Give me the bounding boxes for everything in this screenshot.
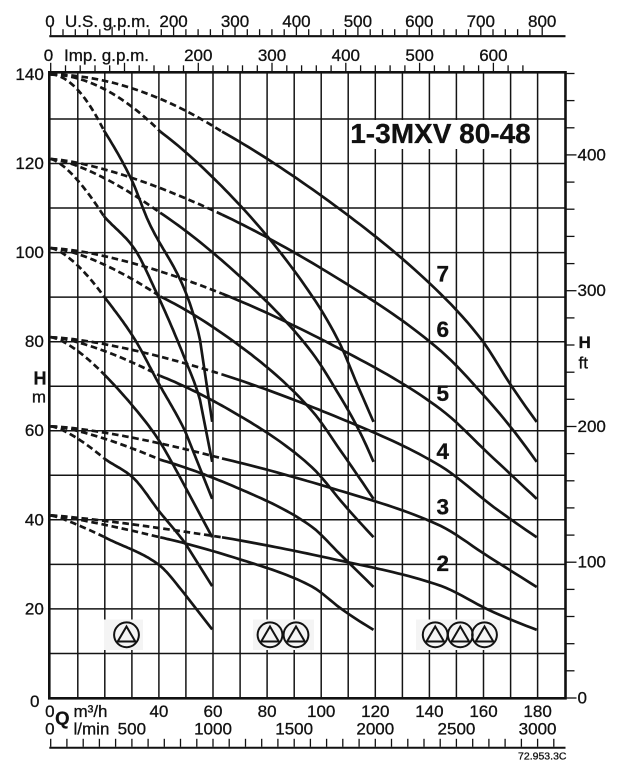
svg-text:500: 500 — [118, 719, 146, 738]
svg-text:5: 5 — [437, 381, 450, 406]
svg-text:H: H — [579, 333, 591, 352]
svg-text:6: 6 — [437, 317, 450, 342]
svg-text:2500: 2500 — [438, 719, 476, 738]
svg-text:1000: 1000 — [194, 719, 232, 738]
svg-text:400: 400 — [578, 145, 606, 164]
svg-text:80: 80 — [25, 332, 44, 351]
svg-text:l/min: l/min — [74, 719, 110, 738]
svg-text:2: 2 — [437, 551, 450, 576]
svg-text:300: 300 — [258, 46, 286, 65]
svg-text:120: 120 — [361, 702, 389, 721]
svg-text:300: 300 — [221, 12, 249, 31]
svg-text:100: 100 — [15, 243, 43, 262]
svg-text:300: 300 — [578, 281, 606, 300]
svg-text:3: 3 — [437, 495, 450, 520]
svg-text:4: 4 — [437, 439, 450, 464]
svg-text:1-3MXV 80-48: 1-3MXV 80-48 — [350, 118, 531, 149]
svg-text:140: 140 — [415, 702, 443, 721]
svg-text:40: 40 — [25, 510, 44, 529]
svg-text:200: 200 — [578, 417, 606, 436]
svg-text:500: 500 — [405, 46, 433, 65]
svg-text:400: 400 — [332, 46, 360, 65]
svg-text:0: 0 — [45, 12, 54, 31]
svg-text:200: 200 — [159, 12, 187, 31]
svg-text:0: 0 — [45, 719, 54, 738]
svg-text:180: 180 — [523, 702, 551, 721]
svg-text:m: m — [32, 387, 46, 406]
svg-text:2000: 2000 — [356, 719, 394, 738]
svg-text:60: 60 — [25, 421, 44, 440]
svg-text:0: 0 — [30, 692, 39, 711]
svg-text:120: 120 — [15, 154, 43, 173]
svg-text:0: 0 — [44, 46, 53, 65]
svg-text:700: 700 — [467, 12, 495, 31]
svg-text:0: 0 — [578, 689, 587, 708]
svg-text:600: 600 — [405, 12, 433, 31]
svg-text:m³/h: m³/h — [74, 702, 108, 721]
svg-text:60: 60 — [204, 702, 223, 721]
svg-text:80: 80 — [258, 702, 277, 721]
svg-text:20: 20 — [25, 599, 44, 618]
svg-text:200: 200 — [184, 46, 212, 65]
svg-text:H: H — [34, 368, 47, 388]
svg-text:1500: 1500 — [275, 719, 313, 738]
svg-text:72.953.3C: 72.953.3C — [518, 751, 567, 763]
svg-text:140: 140 — [15, 65, 43, 84]
svg-text:40: 40 — [149, 702, 168, 721]
svg-text:100: 100 — [578, 553, 606, 572]
svg-text:100: 100 — [307, 702, 335, 721]
svg-text:3000: 3000 — [519, 719, 557, 738]
svg-text:U.S. g.p.m.: U.S. g.p.m. — [65, 12, 150, 31]
svg-text:Imp. g.p.m.: Imp. g.p.m. — [64, 46, 149, 65]
svg-text:ft: ft — [579, 353, 589, 372]
svg-text:500: 500 — [344, 12, 372, 31]
svg-text:800: 800 — [528, 12, 556, 31]
svg-text:Q: Q — [55, 708, 69, 729]
svg-text:400: 400 — [282, 12, 310, 31]
svg-text:160: 160 — [469, 702, 497, 721]
svg-text:600: 600 — [479, 46, 507, 65]
svg-text:0: 0 — [45, 702, 54, 721]
svg-text:7: 7 — [437, 262, 450, 287]
